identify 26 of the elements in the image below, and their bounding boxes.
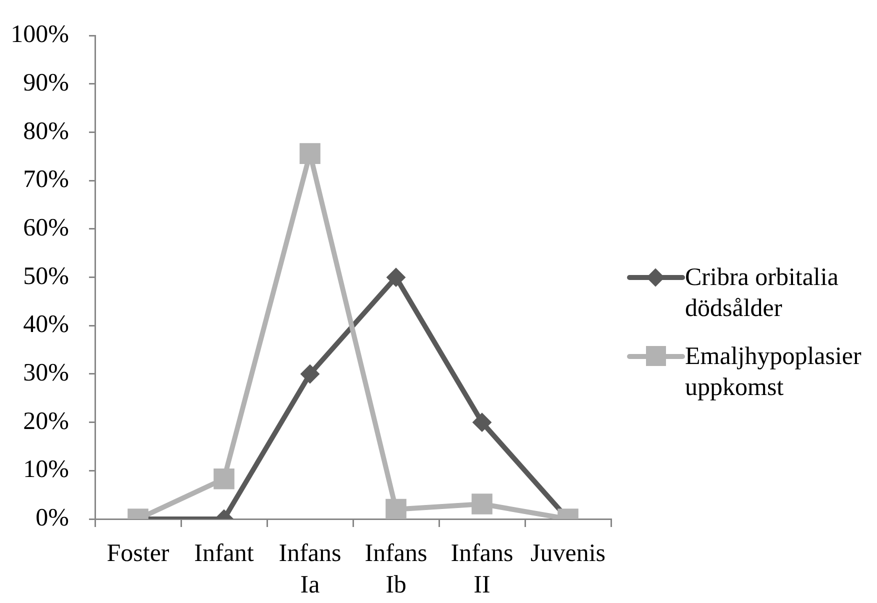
y-tick-label: 40% — [23, 311, 69, 338]
point — [472, 412, 492, 432]
x-tick-label: Infans Ib — [364, 540, 428, 598]
point — [472, 494, 492, 514]
legend-label: Emaljhypoplasier uppkomst — [685, 342, 862, 403]
point — [386, 498, 406, 519]
point — [300, 364, 320, 384]
point — [214, 468, 234, 490]
legend-label: Cribra orbitalia dödsålder — [685, 262, 840, 324]
y-tick-label: 60% — [23, 214, 69, 242]
y-tick-label: 80% — [23, 118, 69, 145]
y-tick-label: 20% — [23, 408, 69, 435]
y-tick-label: 0% — [36, 504, 69, 532]
x-tick-label: Infans II — [450, 540, 514, 598]
point — [386, 268, 406, 287]
y-tick-label: 90% — [23, 70, 69, 97]
x-tick-label: Foster — [106, 540, 170, 568]
point — [300, 143, 320, 164]
y-tick-label: 30% — [23, 360, 69, 387]
y-tick-label: 10% — [23, 456, 69, 484]
x-tick-label: Juvenis — [530, 540, 606, 568]
y-tick-label: 50% — [23, 262, 69, 290]
y-tick-label: 100% — [10, 21, 69, 48]
y-tick-label: 70% — [23, 166, 69, 194]
x-tick-label: Infant — [194, 540, 254, 568]
x-tick-label: Infans Ia — [278, 540, 342, 598]
